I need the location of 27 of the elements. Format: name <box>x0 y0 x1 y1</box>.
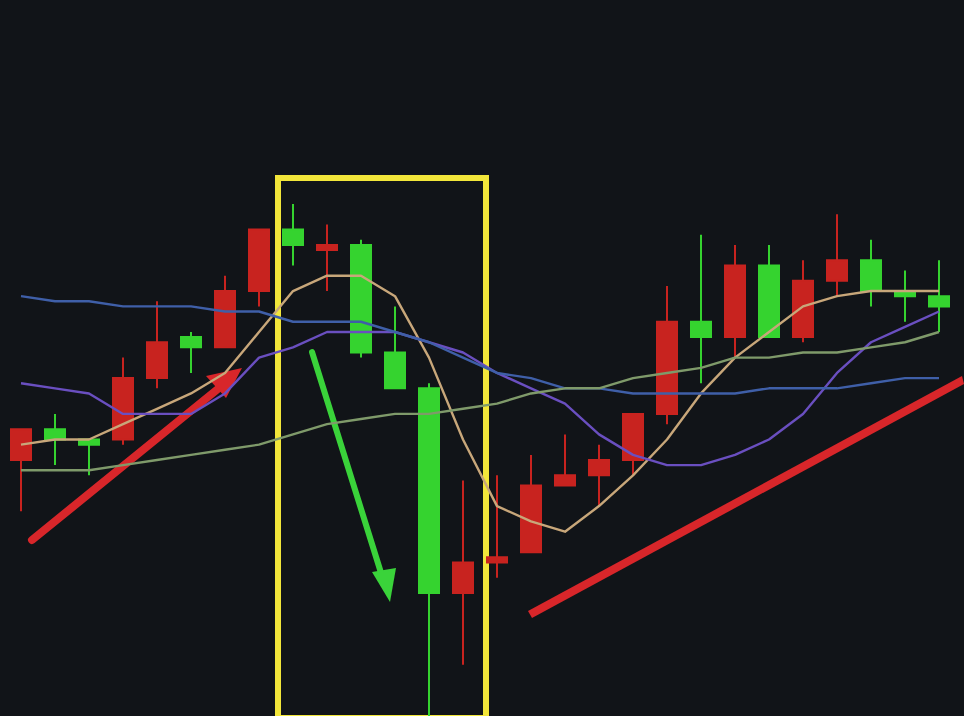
candlestick <box>486 474 508 579</box>
candlestick <box>214 274 236 349</box>
candlestick <box>418 382 440 716</box>
candlestick <box>826 213 848 298</box>
candlestick <box>758 243 780 339</box>
candlestick <box>622 412 644 477</box>
candlestick <box>690 233 712 385</box>
candlestick <box>180 331 202 374</box>
candlestick <box>588 443 610 508</box>
candlestick <box>10 428 32 513</box>
candlestick <box>792 259 814 344</box>
candlestick <box>384 305 406 390</box>
candlestick <box>316 223 338 293</box>
candlestick <box>554 433 576 487</box>
candlestick <box>112 356 134 446</box>
candlestick <box>656 284 678 426</box>
candlestick <box>282 203 304 267</box>
candlestick <box>350 238 372 359</box>
candlestick <box>860 238 882 308</box>
candlestick <box>248 228 270 308</box>
candlestick <box>928 259 950 333</box>
candlestick <box>44 412 66 467</box>
candlestick <box>452 479 474 666</box>
candlestick <box>520 453 542 554</box>
candlestick <box>146 300 168 390</box>
candlestick <box>724 243 746 359</box>
candlestick <box>894 269 916 323</box>
